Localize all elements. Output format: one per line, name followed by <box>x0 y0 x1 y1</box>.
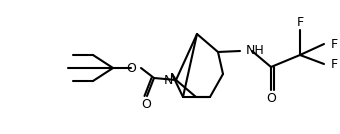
Text: N: N <box>164 74 173 87</box>
Text: F: F <box>296 16 304 29</box>
Text: O: O <box>126 62 136 75</box>
Text: F: F <box>331 57 338 70</box>
Text: F: F <box>331 38 338 51</box>
Text: O: O <box>266 92 276 105</box>
Text: NH: NH <box>246 44 265 57</box>
Text: O: O <box>141 98 151 111</box>
